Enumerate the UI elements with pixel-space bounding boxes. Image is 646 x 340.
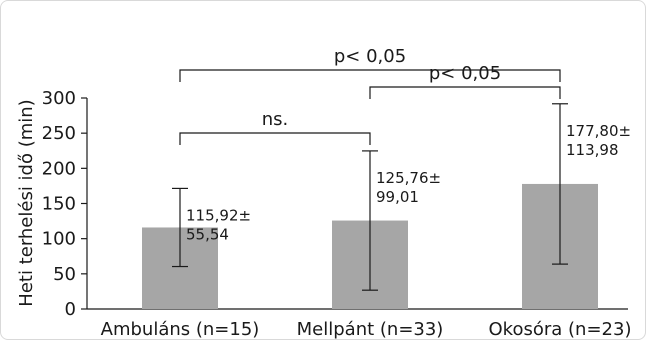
y-tick-label: 0 [65,299,76,320]
significance-label: p< 0,05 [334,46,406,67]
significance-bracket [369,86,561,99]
significance-bracket [179,69,561,82]
y-tick-label: 150 [42,194,76,215]
data-label-mean: 125,76± [376,169,441,187]
significance-bracket [179,132,371,145]
data-label-mean: 177,80± [566,122,631,140]
data-label-sd: 99,01 [376,188,419,206]
y-tick-label: 200 [42,158,76,179]
y-tick-label: 250 [42,123,76,144]
significance-label: ns. [262,109,289,130]
x-tick-label: Okosóra (n=23) [489,319,632,340]
y-tick-label: 300 [42,88,76,109]
y-tick-label: 100 [42,229,76,250]
data-label-sd: 113,98 [566,141,619,159]
x-tick-label: Mellpánt (n=33) [297,319,444,340]
data-label-mean: 115,92± [186,206,251,224]
significance-label: p< 0,05 [429,63,501,84]
y-axis-label: Heti terhelési idő (min) [16,99,37,306]
y-tick-label: 50 [53,264,76,285]
x-tick-label: Ambuláns (n=15) [101,319,260,340]
data-label-sd: 55,54 [186,225,229,243]
